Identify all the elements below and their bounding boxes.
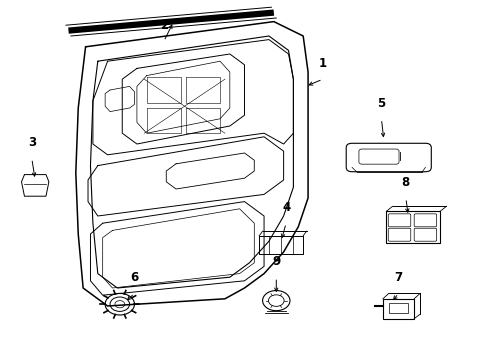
Text: 4: 4 [282, 201, 289, 214]
Text: 7: 7 [394, 271, 402, 284]
Bar [386, 211, 439, 243]
Bar [388, 303, 407, 313]
Text: 6: 6 [130, 271, 138, 284]
Bar [382, 299, 413, 319]
Text: 2: 2 [160, 19, 167, 32]
Text: 8: 8 [401, 176, 409, 189]
Text: 5: 5 [377, 97, 385, 110]
Text: 3: 3 [28, 136, 36, 149]
Text: 1: 1 [318, 57, 326, 70]
Text: 9: 9 [272, 255, 280, 268]
